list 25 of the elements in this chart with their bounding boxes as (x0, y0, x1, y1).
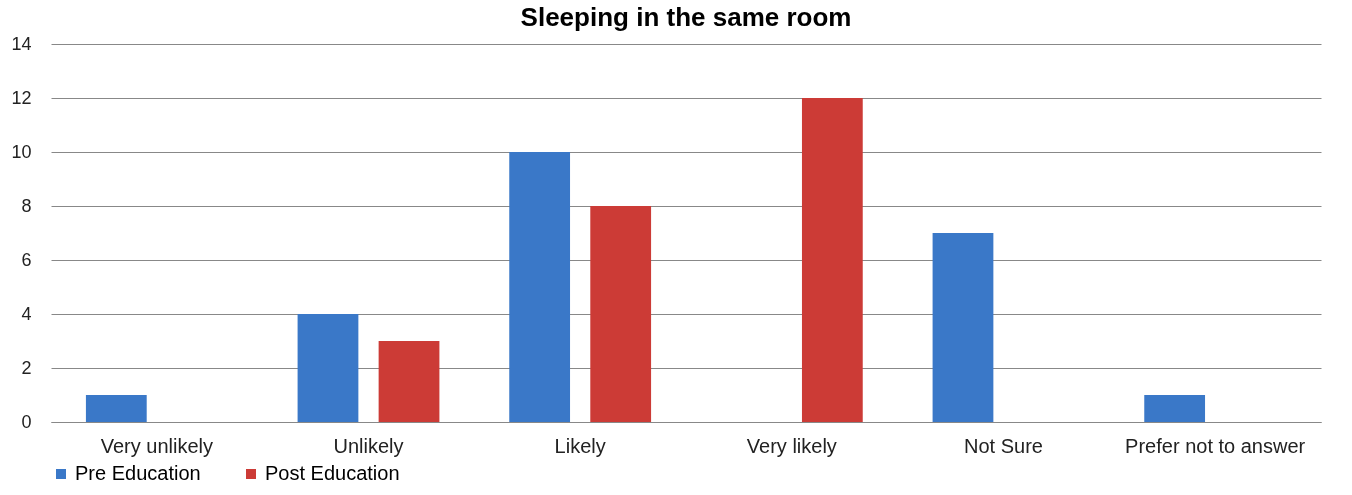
bar (1144, 395, 1206, 422)
x-tick-label: Prefer not to answer (1125, 434, 1306, 457)
y-tick-label: 12 (11, 87, 32, 108)
x-tick-label: Very likely (746, 434, 837, 457)
bar (801, 98, 863, 422)
x-tick-label: Likely (554, 434, 606, 457)
y-tick-label: 4 (21, 303, 32, 324)
y-tick-label: 10 (11, 141, 32, 162)
y-tick-label: 8 (21, 195, 32, 216)
y-tick-label: 0 (21, 411, 32, 432)
bar (85, 395, 147, 422)
bar (297, 314, 359, 422)
chart-title: Sleeping in the same room (520, 2, 852, 32)
x-tick-label: Unlikely (333, 434, 404, 457)
bar (590, 206, 652, 422)
bar (378, 341, 440, 422)
legend-label: Post Education (265, 462, 400, 484)
x-tick-label: Very unlikely (100, 434, 213, 457)
y-tick-label: 6 (21, 249, 32, 270)
bar (932, 233, 994, 422)
y-tick-label: 2 (21, 357, 32, 378)
y-tick-label: 14 (11, 33, 32, 54)
legend-label: Pre Education (75, 462, 201, 484)
x-tick-label: Not Sure (964, 434, 1043, 457)
bar (509, 152, 571, 422)
